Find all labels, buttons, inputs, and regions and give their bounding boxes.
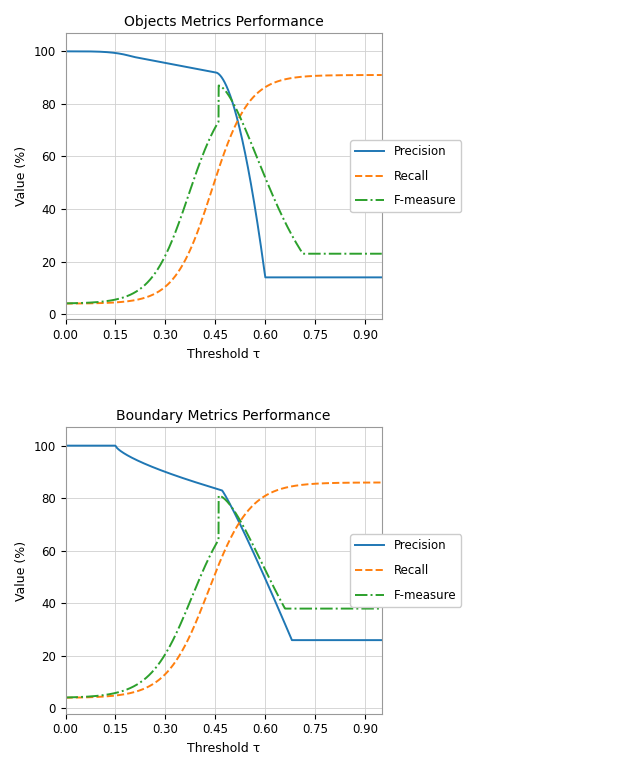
Title: Boundary Metrics Performance: Boundary Metrics Performance [116,410,331,424]
Precision [369,273,376,282]
Precision [262,273,269,282]
F-measure [369,249,376,258]
Line: F-measure: F-measure [65,85,382,303]
F-measure [215,81,223,90]
X-axis label: Threshold τ: Threshold τ [187,742,260,755]
Precision [378,635,386,644]
Precision [216,70,223,79]
Precision [78,47,86,56]
Precision [369,635,376,644]
Recall [378,478,386,487]
Precision [288,635,296,644]
Line: F-measure: F-measure [65,496,382,698]
Recall [78,693,86,702]
Recall [216,559,223,568]
Line: Recall: Recall [65,75,382,303]
X-axis label: Threshold τ: Threshold τ [187,348,260,360]
Precision [207,482,215,491]
Precision [216,485,223,494]
F-measure [207,549,215,558]
Recall [378,70,386,79]
Recall [216,162,223,172]
Precision [369,273,376,282]
F-measure [369,604,376,613]
Recall [369,478,376,487]
Recall [78,299,86,308]
Precision [207,67,215,76]
Title: Objects Metrics Performance: Objects Metrics Performance [124,15,324,29]
F-measure [378,249,386,258]
F-measure [369,604,376,613]
Legend: Precision, Recall, F-measure: Precision, Recall, F-measure [350,140,461,213]
Recall [61,299,69,308]
Precision [369,635,376,644]
F-measure [61,693,69,702]
Recall [61,693,69,702]
F-measure [216,491,223,500]
Recall [369,478,376,487]
F-measure [215,491,223,500]
F-measure [61,299,69,308]
F-measure [207,132,215,141]
Recall [207,188,215,197]
Recall [207,580,215,589]
F-measure [378,604,386,613]
F-measure [311,249,319,258]
Line: Precision: Precision [65,446,382,640]
Recall [310,72,318,81]
Precision [311,635,319,644]
F-measure [78,298,86,307]
Legend: Precision, Recall, F-measure: Precision, Recall, F-measure [350,534,461,607]
Line: Precision: Precision [65,52,382,277]
Y-axis label: Value (%): Value (%) [15,541,28,601]
Precision [311,273,319,282]
Precision [78,441,86,450]
F-measure [369,249,376,258]
Precision [61,47,69,56]
F-measure [216,81,223,90]
Precision [378,273,386,282]
F-measure [78,692,86,701]
Recall [369,70,376,79]
Recall [310,479,318,488]
Precision [61,441,69,450]
Y-axis label: Value (%): Value (%) [15,146,28,206]
F-measure [311,604,319,613]
Line: Recall: Recall [65,483,382,698]
Recall [369,70,376,79]
